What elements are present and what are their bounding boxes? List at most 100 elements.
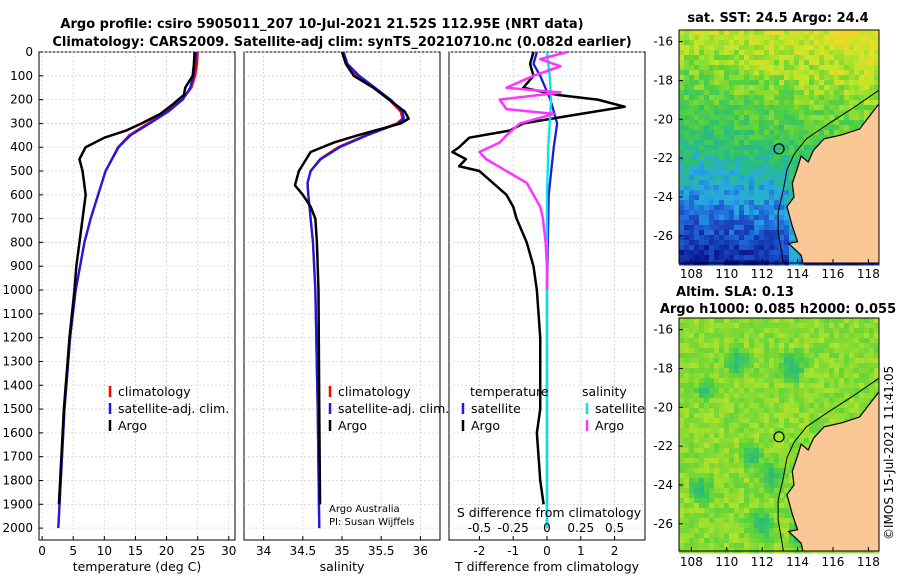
map-cell (799, 60, 805, 66)
map-cell (824, 358, 830, 364)
map-cell (699, 250, 705, 256)
map-cell (719, 483, 725, 489)
map-cell (789, 85, 795, 91)
map-cell (689, 235, 695, 241)
map-cell (694, 215, 700, 221)
map-cell (684, 448, 690, 454)
map-cell (814, 328, 820, 334)
map-cell (789, 483, 795, 489)
map-cell (704, 170, 710, 176)
map-cell (759, 338, 765, 344)
map-cell (684, 473, 690, 479)
map-cell (729, 80, 735, 86)
map-cell (689, 255, 695, 261)
map-cell (774, 40, 780, 46)
map-cell (679, 493, 685, 499)
map-cell (729, 513, 735, 519)
sst-coastline (786, 103, 880, 264)
map-cell (764, 453, 770, 459)
map-cell (769, 448, 775, 454)
map-cell (764, 398, 770, 404)
map-cell (724, 348, 730, 354)
y-tick-label: 1800 (2, 473, 33, 487)
map-cell (809, 50, 815, 56)
map-cell (759, 333, 765, 339)
map-cell (729, 418, 735, 424)
map-cell (874, 338, 880, 344)
map-cell (779, 518, 785, 524)
map-cell (704, 368, 710, 374)
map-cell (749, 235, 755, 241)
map-cell (824, 100, 830, 106)
map-cell (814, 125, 820, 131)
map-cell (739, 358, 745, 364)
map-cell (699, 195, 705, 201)
map-cell (814, 140, 820, 146)
map-cell (774, 250, 780, 256)
map-cell (689, 230, 695, 236)
map-cell (739, 528, 745, 534)
map-cell (799, 145, 805, 151)
map-cell (714, 135, 720, 141)
map-cell (739, 483, 745, 489)
map-cell (744, 90, 750, 96)
map-cell (679, 120, 685, 126)
map-cell (744, 318, 750, 324)
map-cell (729, 245, 735, 251)
map-cell (689, 35, 695, 41)
map-cell (824, 383, 830, 389)
map-cell (764, 448, 770, 454)
map-cell (704, 125, 710, 131)
map-cell (754, 493, 760, 499)
map-cell (844, 403, 850, 409)
map-cell (829, 45, 835, 51)
map-cell (714, 210, 720, 216)
map-cell (789, 70, 795, 76)
map-cell (849, 408, 855, 414)
map-cell (739, 220, 745, 226)
map-cell (719, 393, 725, 399)
x-tick-label: 5 (69, 544, 77, 558)
map-cell (789, 175, 795, 181)
map-cell (719, 543, 725, 549)
map-cell (749, 60, 755, 66)
map-cell (794, 438, 800, 444)
map-cell (769, 378, 775, 384)
map-cell (679, 468, 685, 474)
map-cell (799, 30, 805, 36)
map-cell (819, 30, 825, 36)
map-cell (864, 393, 870, 399)
map-cell (789, 145, 795, 151)
map-cell (849, 115, 855, 121)
map-cell (709, 110, 715, 116)
map-cell (754, 175, 760, 181)
map-cell (729, 373, 735, 379)
map-cell (784, 195, 790, 201)
map-cell (799, 428, 805, 434)
map-cell (769, 458, 775, 464)
map-cell (774, 55, 780, 61)
map-cell (779, 70, 785, 76)
map-cell (854, 125, 860, 131)
map-cell (724, 245, 730, 251)
map-cell (744, 160, 750, 166)
map-cell (714, 245, 720, 251)
map-cell (704, 418, 710, 424)
map-cell (759, 60, 765, 66)
map-cell (749, 333, 755, 339)
map-cell (769, 508, 775, 514)
map-cell (769, 180, 775, 186)
map-cell (699, 145, 705, 151)
map-cell (719, 35, 725, 41)
map-cell (684, 508, 690, 514)
map-cell (694, 50, 700, 56)
map-cell (864, 35, 870, 41)
map-cell (719, 150, 725, 156)
map-cell (684, 368, 690, 374)
map-cell (719, 245, 725, 251)
map-cell (744, 443, 750, 449)
y-tick-label: 1500 (2, 402, 33, 416)
map-cell (769, 353, 775, 359)
map-y-tick-label: -20 (653, 400, 673, 414)
map-cell (744, 468, 750, 474)
